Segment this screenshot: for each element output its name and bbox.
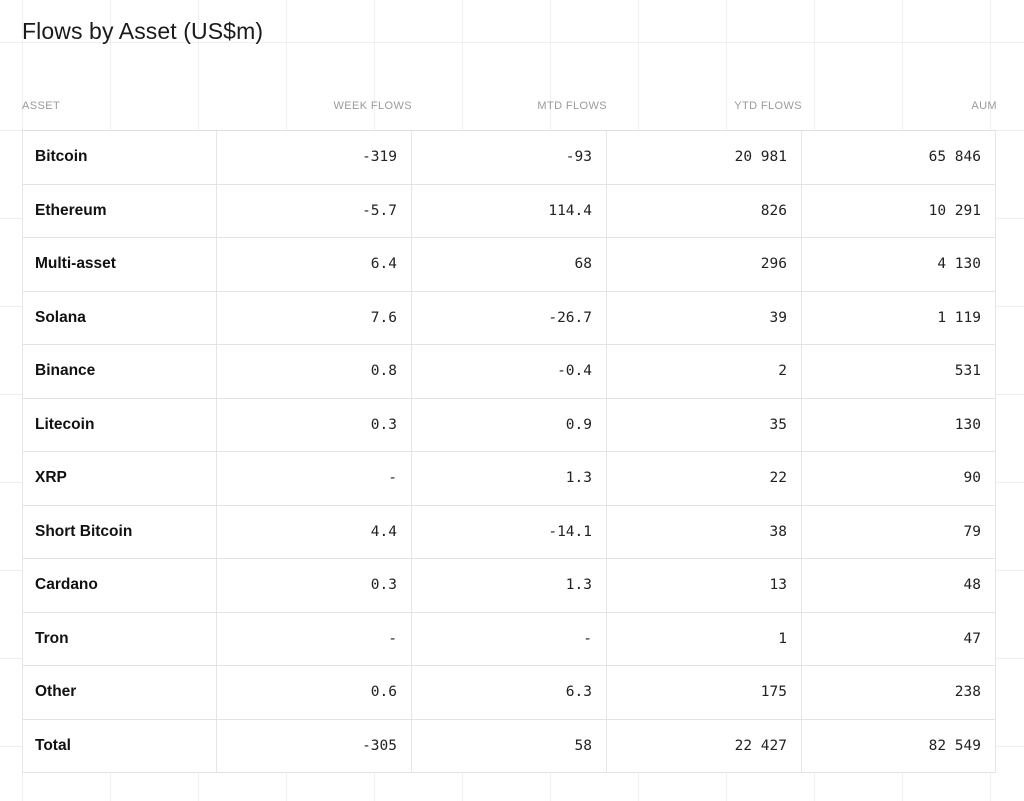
cell-week-flows: - (217, 452, 412, 505)
table-row: Binance 0.8 -0.4 2 531 (23, 345, 995, 399)
cell-week-flows: 0.8 (217, 345, 412, 398)
cell-aum: 65 846 (928, 149, 981, 166)
cell-asset: Short Bitcoin (23, 505, 217, 558)
cell-ytd-flows: 826 (607, 184, 802, 237)
table-row: Multi-asset 6.4 68 296 4 130 (23, 238, 995, 292)
table-total-row: Total -305 58 22 427 82 549 (23, 719, 995, 773)
cell-mtd-flows: - (412, 612, 607, 665)
cell-ytd-flows: 175 (607, 666, 802, 719)
cell-ytd-flows: 2 (607, 345, 802, 398)
cell-mtd-flows: 58 (412, 719, 607, 772)
cell-mtd-flows: 114.4 (412, 184, 607, 237)
cell-mtd-flows: -0.4 (412, 345, 607, 398)
column-header-ytd-flows: YTD FLOWS (734, 100, 802, 112)
cell-asset: Other (23, 666, 217, 719)
cell-week-flows: -5.7 (217, 184, 412, 237)
cell-asset: Ethereum (23, 184, 217, 237)
cell-week-flows: 7.6 (217, 291, 412, 344)
flows-table: Bitcoin -319 -93 20 981 65 846 Ethereum -5.7 11… (22, 130, 996, 773)
cell-mtd-flows: 1.3 (412, 559, 607, 612)
cell-asset: XRP (23, 452, 217, 505)
column-header-week-flows: WEEK FLOWS (333, 100, 412, 112)
table-row: Tron - -1 47 (23, 612, 995, 666)
cell-mtd-flows: 0.9 (412, 398, 607, 451)
table-row: Litecoin 0.3 0.9 35 130 (23, 398, 995, 452)
cell-ytd-flows: 35 (607, 398, 802, 451)
cell-mtd-flows: 68 (412, 238, 607, 291)
cell-aum: 48 (963, 577, 981, 594)
cell-aum: 90 (963, 470, 981, 487)
cell-asset: Tron (23, 612, 217, 665)
table-header: ASSET WEEK FLOWS MTD FLOWS YTD FLOWS AUM (22, 100, 997, 116)
cell-asset: Total (23, 719, 217, 772)
cell-asset: Litecoin (23, 398, 217, 451)
cell-week-flows: 0.6 (217, 666, 412, 719)
cell-ytd-flows: 1 (607, 612, 802, 665)
table-row: Ethereum -5.7 114.4 826 10 291 (23, 184, 995, 238)
cell-aum: 4 130 (937, 256, 981, 273)
cell-asset: Multi-asset (23, 238, 217, 291)
cell-ytd-flows: 22 (607, 452, 802, 505)
table-row: XRP -1.3 22 90 (23, 452, 995, 506)
cell-week-flows: -305 (217, 719, 412, 772)
cell-week-flows: 0.3 (217, 398, 412, 451)
cell-asset: Bitcoin (23, 131, 217, 184)
table-row: Other 0.6 6.3 175 238 (23, 666, 995, 720)
cell-ytd-flows: 296 (607, 238, 802, 291)
cell-week-flows: 0.3 (217, 559, 412, 612)
cell-asset: Solana (23, 291, 217, 344)
cell-ytd-flows: 22 427 (607, 719, 802, 772)
cell-asset: Binance (23, 345, 217, 398)
cell-aum: 238 (954, 684, 981, 701)
cell-week-flows: 6.4 (217, 238, 412, 291)
table-row: Short Bitcoin 4.4 -14.1 38 79 (23, 505, 995, 559)
cell-mtd-flows: 6.3 (412, 666, 607, 719)
cell-aum: 79 (963, 523, 981, 540)
cell-mtd-flows: -93 (412, 131, 607, 184)
cell-ytd-flows: 38 (607, 505, 802, 558)
cell-aum: 531 (954, 363, 981, 380)
column-header-asset: ASSET (22, 100, 61, 112)
cell-week-flows: 4.4 (217, 505, 412, 558)
cell-aum: 1 119 (937, 309, 981, 326)
cell-asset: Cardano (23, 559, 217, 612)
cell-mtd-flows: 1.3 (412, 452, 607, 505)
cell-ytd-flows: 20 981 (607, 131, 802, 184)
cell-aum: 130 (954, 416, 981, 433)
column-header-aum: AUM (971, 100, 997, 112)
cell-aum: 47 (963, 630, 981, 647)
cell-mtd-flows: -26.7 (412, 291, 607, 344)
chart-title: Flows by Asset (US$m) (22, 18, 264, 44)
table-row: Bitcoin -319 -93 20 981 65 846 (23, 131, 995, 185)
cell-ytd-flows: 39 (607, 291, 802, 344)
cell-week-flows: - (217, 612, 412, 665)
cell-ytd-flows: 13 (607, 559, 802, 612)
cell-aum: 82 549 (928, 737, 981, 754)
cell-mtd-flows: -14.1 (412, 505, 607, 558)
table-row: Solana 7.6 -26.7 39 1 119 (23, 291, 995, 345)
table-row: Cardano 0.3 1.3 13 48 (23, 559, 995, 613)
column-header-mtd-flows: MTD FLOWS (537, 100, 607, 112)
cell-week-flows: -319 (217, 131, 412, 184)
cell-aum: 10 291 (928, 202, 981, 219)
